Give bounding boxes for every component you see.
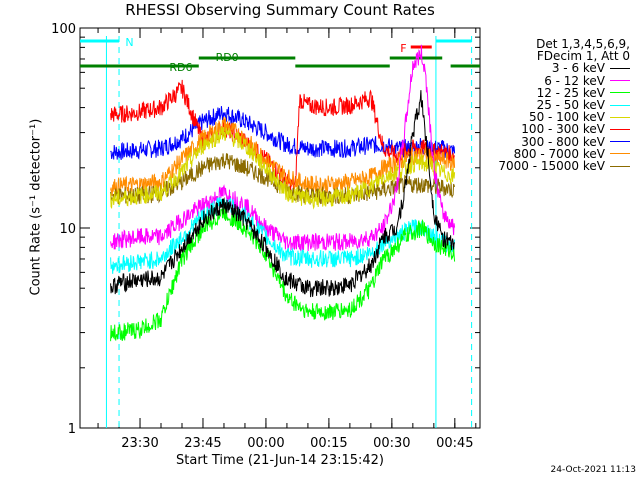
legend-header-line-1: Det 1,3,4,5,6,9, (536, 37, 630, 51)
y-tick-label: 1 (68, 422, 76, 437)
series-line-4 (110, 126, 456, 210)
chart-title: RHESSI Observing Summary Count Rates (125, 1, 435, 19)
x-tick-label: 00:15 (310, 436, 347, 451)
legend-label: 12 - 25 keV (536, 85, 605, 100)
legend-swatch (610, 116, 630, 118)
legend-entry: 3 - 6 keV (498, 61, 630, 76)
series-line-6 (110, 106, 456, 161)
legend-swatch (610, 104, 630, 106)
legend-swatch (610, 129, 630, 131)
x-tick-label: 00:30 (373, 436, 410, 451)
legend-swatch (610, 80, 630, 82)
series-line-7 (110, 116, 456, 197)
legend-label: 300 - 800 keV (521, 134, 605, 149)
series-line-3 (110, 197, 456, 274)
legend-swatch (610, 92, 630, 94)
legend-entry: 6 - 12 keV (498, 73, 630, 88)
status-label-n: N (125, 36, 133, 49)
status-label-f: F (400, 42, 406, 55)
legend-swatch (610, 141, 630, 143)
series-line-0 (110, 90, 456, 298)
legend-swatch (610, 153, 630, 155)
timestamp: 24-Oct-2021 11:13 (550, 465, 636, 475)
legend-label: 3 - 6 keV (551, 61, 605, 76)
legend-entry: 7000 - 15000 keV (498, 160, 630, 172)
legend-entry: 100 - 300 keV (498, 122, 630, 137)
legend-entry: 25 - 50 keV (498, 99, 630, 111)
x-tick-label: 00:45 (436, 436, 473, 451)
x-tick-label: 23:45 (184, 436, 221, 451)
legend-label: 7000 - 15000 keV (498, 159, 605, 174)
legend-entry: 50 - 100 keV (498, 111, 630, 123)
status-label-rd6: RD6 (169, 61, 192, 74)
legend: Det 1,3,4,5,6,9, FDecim 1, Att 0 3 - 6 k… (498, 38, 630, 172)
legend-label: 800 - 7000 keV (513, 146, 605, 161)
y-tick-label: 10 (59, 222, 76, 237)
y-axis-label: Count Rate (s⁻¹ detector⁻¹) (28, 118, 44, 296)
legend-label: 50 - 100 keV (528, 110, 605, 125)
y-tick-label: 100 (51, 22, 76, 37)
x-tick-label: 23:30 (121, 436, 158, 451)
status-label-rd0: RD0 (216, 51, 239, 64)
legend-entry: 12 - 25 keV (498, 87, 630, 99)
legend-label: 100 - 300 keV (521, 122, 605, 137)
legend-label: 25 - 50 keV (536, 98, 605, 113)
x-tick-label: 00:00 (247, 436, 284, 451)
series-line-5 (110, 79, 456, 193)
legend-entry: 300 - 800 keV (498, 134, 630, 149)
legend-swatch (610, 68, 630, 69)
series-line-2 (110, 203, 456, 342)
x-axis-label: Start Time (21-Jun-14 23:15:42) (176, 453, 384, 468)
legend-swatch (610, 165, 630, 167)
legend-label: 6 - 12 keV (544, 73, 605, 88)
series-line-1 (110, 44, 456, 252)
legend-header-line-2: FDecim 1, Att 0 (536, 49, 630, 64)
legend-entry: 800 - 7000 keV (498, 148, 630, 160)
